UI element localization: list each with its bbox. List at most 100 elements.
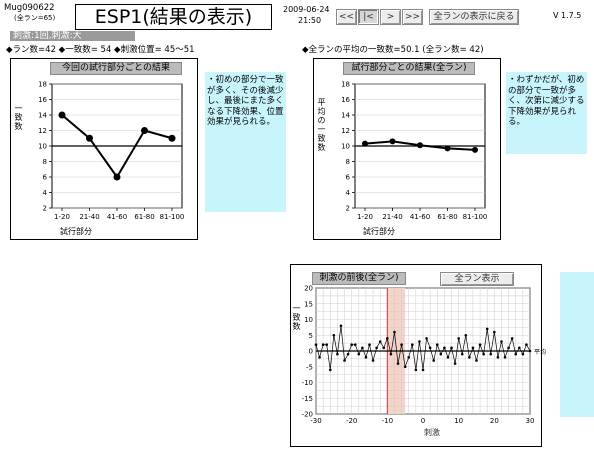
y-tick-label: 2: [43, 205, 47, 213]
session-id: Mug090622: [4, 3, 55, 13]
data-point: [425, 337, 428, 340]
left-stats: ◆ラン数=42 ◆一致数= 54 ◆刺激位置= 45～51: [6, 45, 195, 55]
data-point: [414, 368, 418, 372]
next-button[interactable]: >: [380, 9, 401, 25]
y-tick-label: 8: [346, 158, 350, 166]
y-tick-label: -5: [306, 363, 313, 371]
data-point: [500, 340, 503, 343]
data-point: [421, 368, 425, 372]
data-point: [141, 127, 148, 134]
y-tick-label: 16: [341, 96, 350, 104]
y-tick-label: 0: [309, 348, 313, 356]
data-point: [321, 343, 325, 346]
data-point: [468, 356, 471, 359]
left-chart-header: 今回の試行部分ごとの結果: [50, 62, 182, 75]
right-chart: 2 4 6 8 10 12 14 16 18 1-20 21-40 41-60 61-80 81-100: [341, 81, 488, 222]
x-tick-label: 21-40: [79, 213, 99, 221]
y-tick-label: 4: [43, 189, 48, 197]
data-point: [350, 343, 353, 346]
data-point: [464, 333, 468, 337]
all-runs-display-button[interactable]: 全ラン表示: [440, 272, 514, 286]
data-point: [457, 337, 460, 340]
data-point: [428, 346, 432, 350]
right-chart-ylabel: 平均の一致数: [317, 98, 326, 152]
bottom-note: [560, 272, 594, 417]
prev-prev-button[interactable]: <<: [336, 9, 357, 25]
y-tick-label: 8: [43, 158, 47, 166]
data-point: [371, 359, 375, 362]
right-stats: ◆全ランの平均の一致数=50.1 (全ラン数= 42): [302, 45, 484, 55]
y-tick-label: 18: [38, 81, 47, 89]
data-point: [346, 352, 350, 356]
data-point: [493, 330, 496, 334]
y-tick-label: 2: [346, 205, 350, 213]
y-tick-label: -10: [302, 379, 313, 387]
data-point: [411, 343, 414, 346]
data-point: [450, 346, 453, 350]
x-tick-label: 61-80: [437, 213, 457, 221]
date-label: 2009-06-24: [283, 5, 330, 14]
x-tick-label: 41-60: [107, 213, 127, 221]
data-point: [503, 356, 507, 359]
data-point: [357, 352, 361, 356]
data-point: [86, 134, 93, 142]
data-point: [518, 346, 521, 350]
y-tick-label: 14: [38, 112, 47, 120]
data-point: [318, 356, 321, 359]
data-point: [514, 352, 518, 356]
avg-label: 平均: [534, 349, 547, 356]
x-tick-label: -10: [382, 417, 393, 425]
data-point: [507, 346, 510, 350]
data-point: [525, 343, 528, 346]
data-point: [361, 346, 364, 350]
next-next-button[interactable]: >>: [402, 9, 423, 25]
y-tick-label: 16: [38, 96, 47, 104]
left-chart-xlabel: 試行部分: [60, 227, 92, 236]
data-point: [496, 356, 500, 359]
x-tick-label: 81-100: [463, 213, 488, 221]
x-tick-label: 0: [421, 417, 425, 425]
version-label: V 1.7.5: [553, 11, 582, 20]
data-point: [510, 337, 514, 340]
data-point: [472, 146, 478, 153]
data-point: [528, 349, 532, 353]
y-tick-label: 12: [38, 127, 47, 135]
data-point: [482, 352, 485, 356]
data-point: [475, 359, 478, 362]
data-point: [489, 352, 493, 356]
data-point: [382, 346, 386, 350]
data-point: [444, 145, 451, 152]
data-point: [403, 365, 407, 369]
data-point: [446, 356, 450, 359]
x-tick-label: 1-20: [54, 213, 70, 221]
stimulus-badge: 刺激:1回,刺激:大: [10, 31, 135, 41]
data-point: [443, 346, 446, 350]
bottom-chart-ylabel: 一致数: [292, 304, 301, 331]
x-tick-label: 30: [526, 417, 535, 425]
right-note: ・わずかだが、初めの部分で一致が多く、次第に減少する下降効果が見られる。: [506, 72, 587, 154]
y-tick-label: 4: [346, 189, 351, 197]
back-to-all-runs-button[interactable]: 全ランの表示に戻る: [429, 9, 519, 25]
data-point: [439, 352, 443, 356]
x-tick-label: 61-80: [134, 213, 154, 221]
x-tick-label: 10: [454, 417, 463, 425]
left-note: ・初めの部分で一致が多く、その後減少し、最後にまた多くなる下降効果、位置効果が見…: [205, 72, 286, 212]
data-point: [389, 138, 396, 145]
time-label: 21:50: [298, 16, 322, 25]
data-point: [521, 352, 525, 356]
bottom-chart-xlabel: 刺激: [424, 428, 440, 437]
data-point: [339, 324, 343, 328]
data-point: [336, 352, 339, 356]
x-tick-label: 81-100: [160, 213, 185, 221]
data-point: [417, 142, 423, 149]
data-point: [453, 362, 457, 365]
data-point: [375, 346, 378, 350]
right-chart-xlabel: 試行部分: [363, 227, 395, 236]
data-point: [432, 359, 435, 362]
data-point: [386, 337, 389, 340]
y-tick-label: 18: [341, 81, 350, 89]
data-point: [168, 134, 176, 142]
first-button[interactable]: |<: [358, 9, 379, 25]
data-point: [328, 368, 332, 372]
